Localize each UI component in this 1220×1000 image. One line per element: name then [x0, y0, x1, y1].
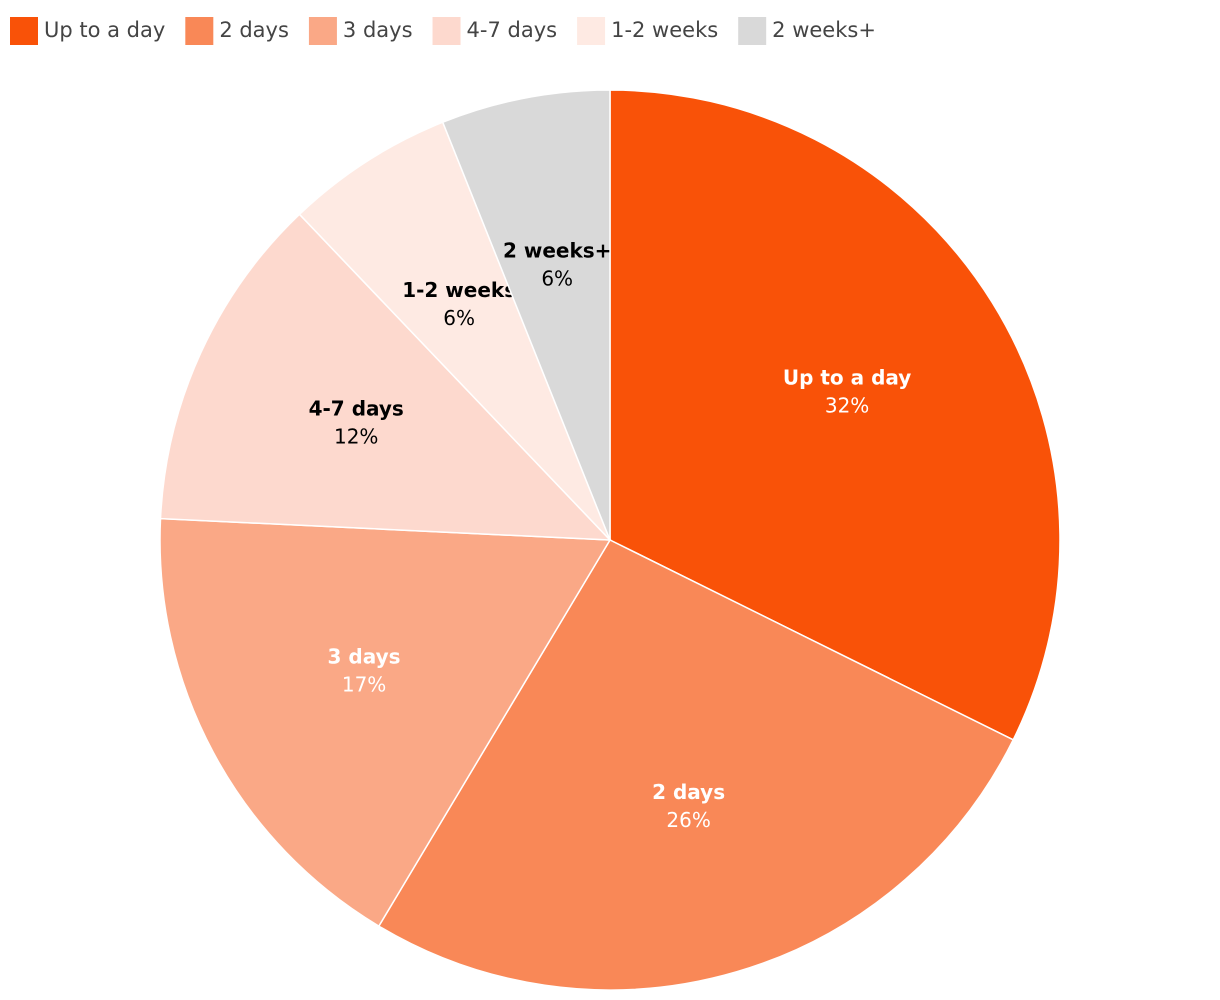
legend-label: 1-2 weeks — [611, 18, 718, 42]
slice-value: 12% — [334, 425, 378, 449]
slice-value: 17% — [342, 672, 386, 696]
legend-swatch — [308, 17, 337, 45]
legend-label: 3 days — [343, 18, 413, 42]
slice-label: 1-2 weeks — [402, 278, 516, 302]
pie-slice — [159, 213, 612, 541]
slice-label: 3 days — [328, 644, 401, 668]
slice-label: 2 days — [652, 780, 725, 804]
legend-swatch — [738, 17, 767, 45]
legend-swatch — [432, 17, 461, 45]
slice-value: 6% — [541, 267, 573, 291]
legend-label: Up to a day — [44, 18, 165, 42]
pie-slice — [298, 121, 611, 541]
slice-value: 32% — [825, 393, 869, 417]
slice-value: 26% — [666, 808, 710, 832]
slice-value: 6% — [443, 306, 475, 330]
legend-swatch — [10, 17, 38, 45]
pie-slice — [377, 539, 1015, 991]
pie-slice — [441, 89, 611, 541]
legend-label: 2 days — [219, 18, 289, 42]
legend-label: 2 weeks+ — [772, 18, 876, 42]
legend-label: 4-7 days — [467, 18, 558, 42]
legend-swatch — [185, 17, 214, 45]
pie-slice — [159, 517, 612, 928]
slice-label: 4-7 days — [309, 397, 404, 421]
slice-label: Up to a day — [783, 365, 911, 389]
legend-swatch — [577, 17, 606, 45]
pie-slice — [609, 89, 1061, 741]
slice-label: 2 weeks+ — [503, 239, 611, 263]
